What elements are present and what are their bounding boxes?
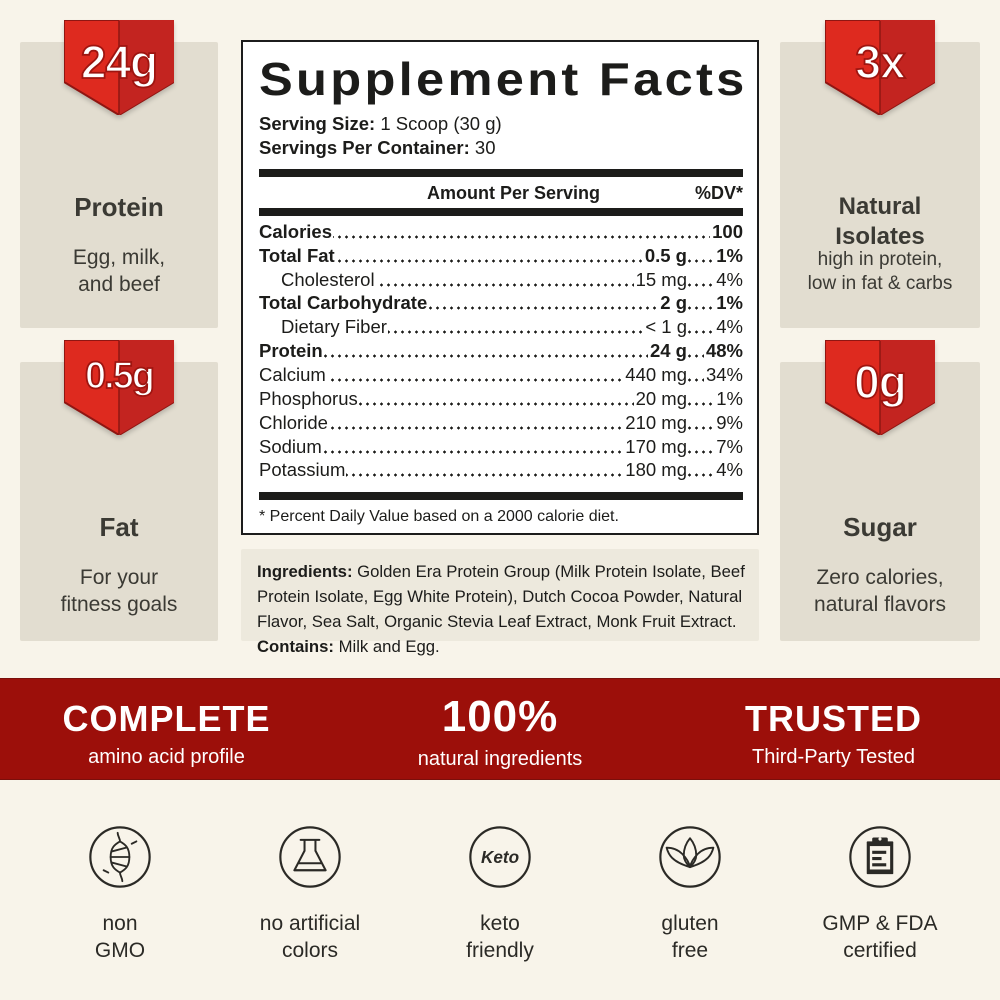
svg-text:Keto: Keto [481,847,519,867]
